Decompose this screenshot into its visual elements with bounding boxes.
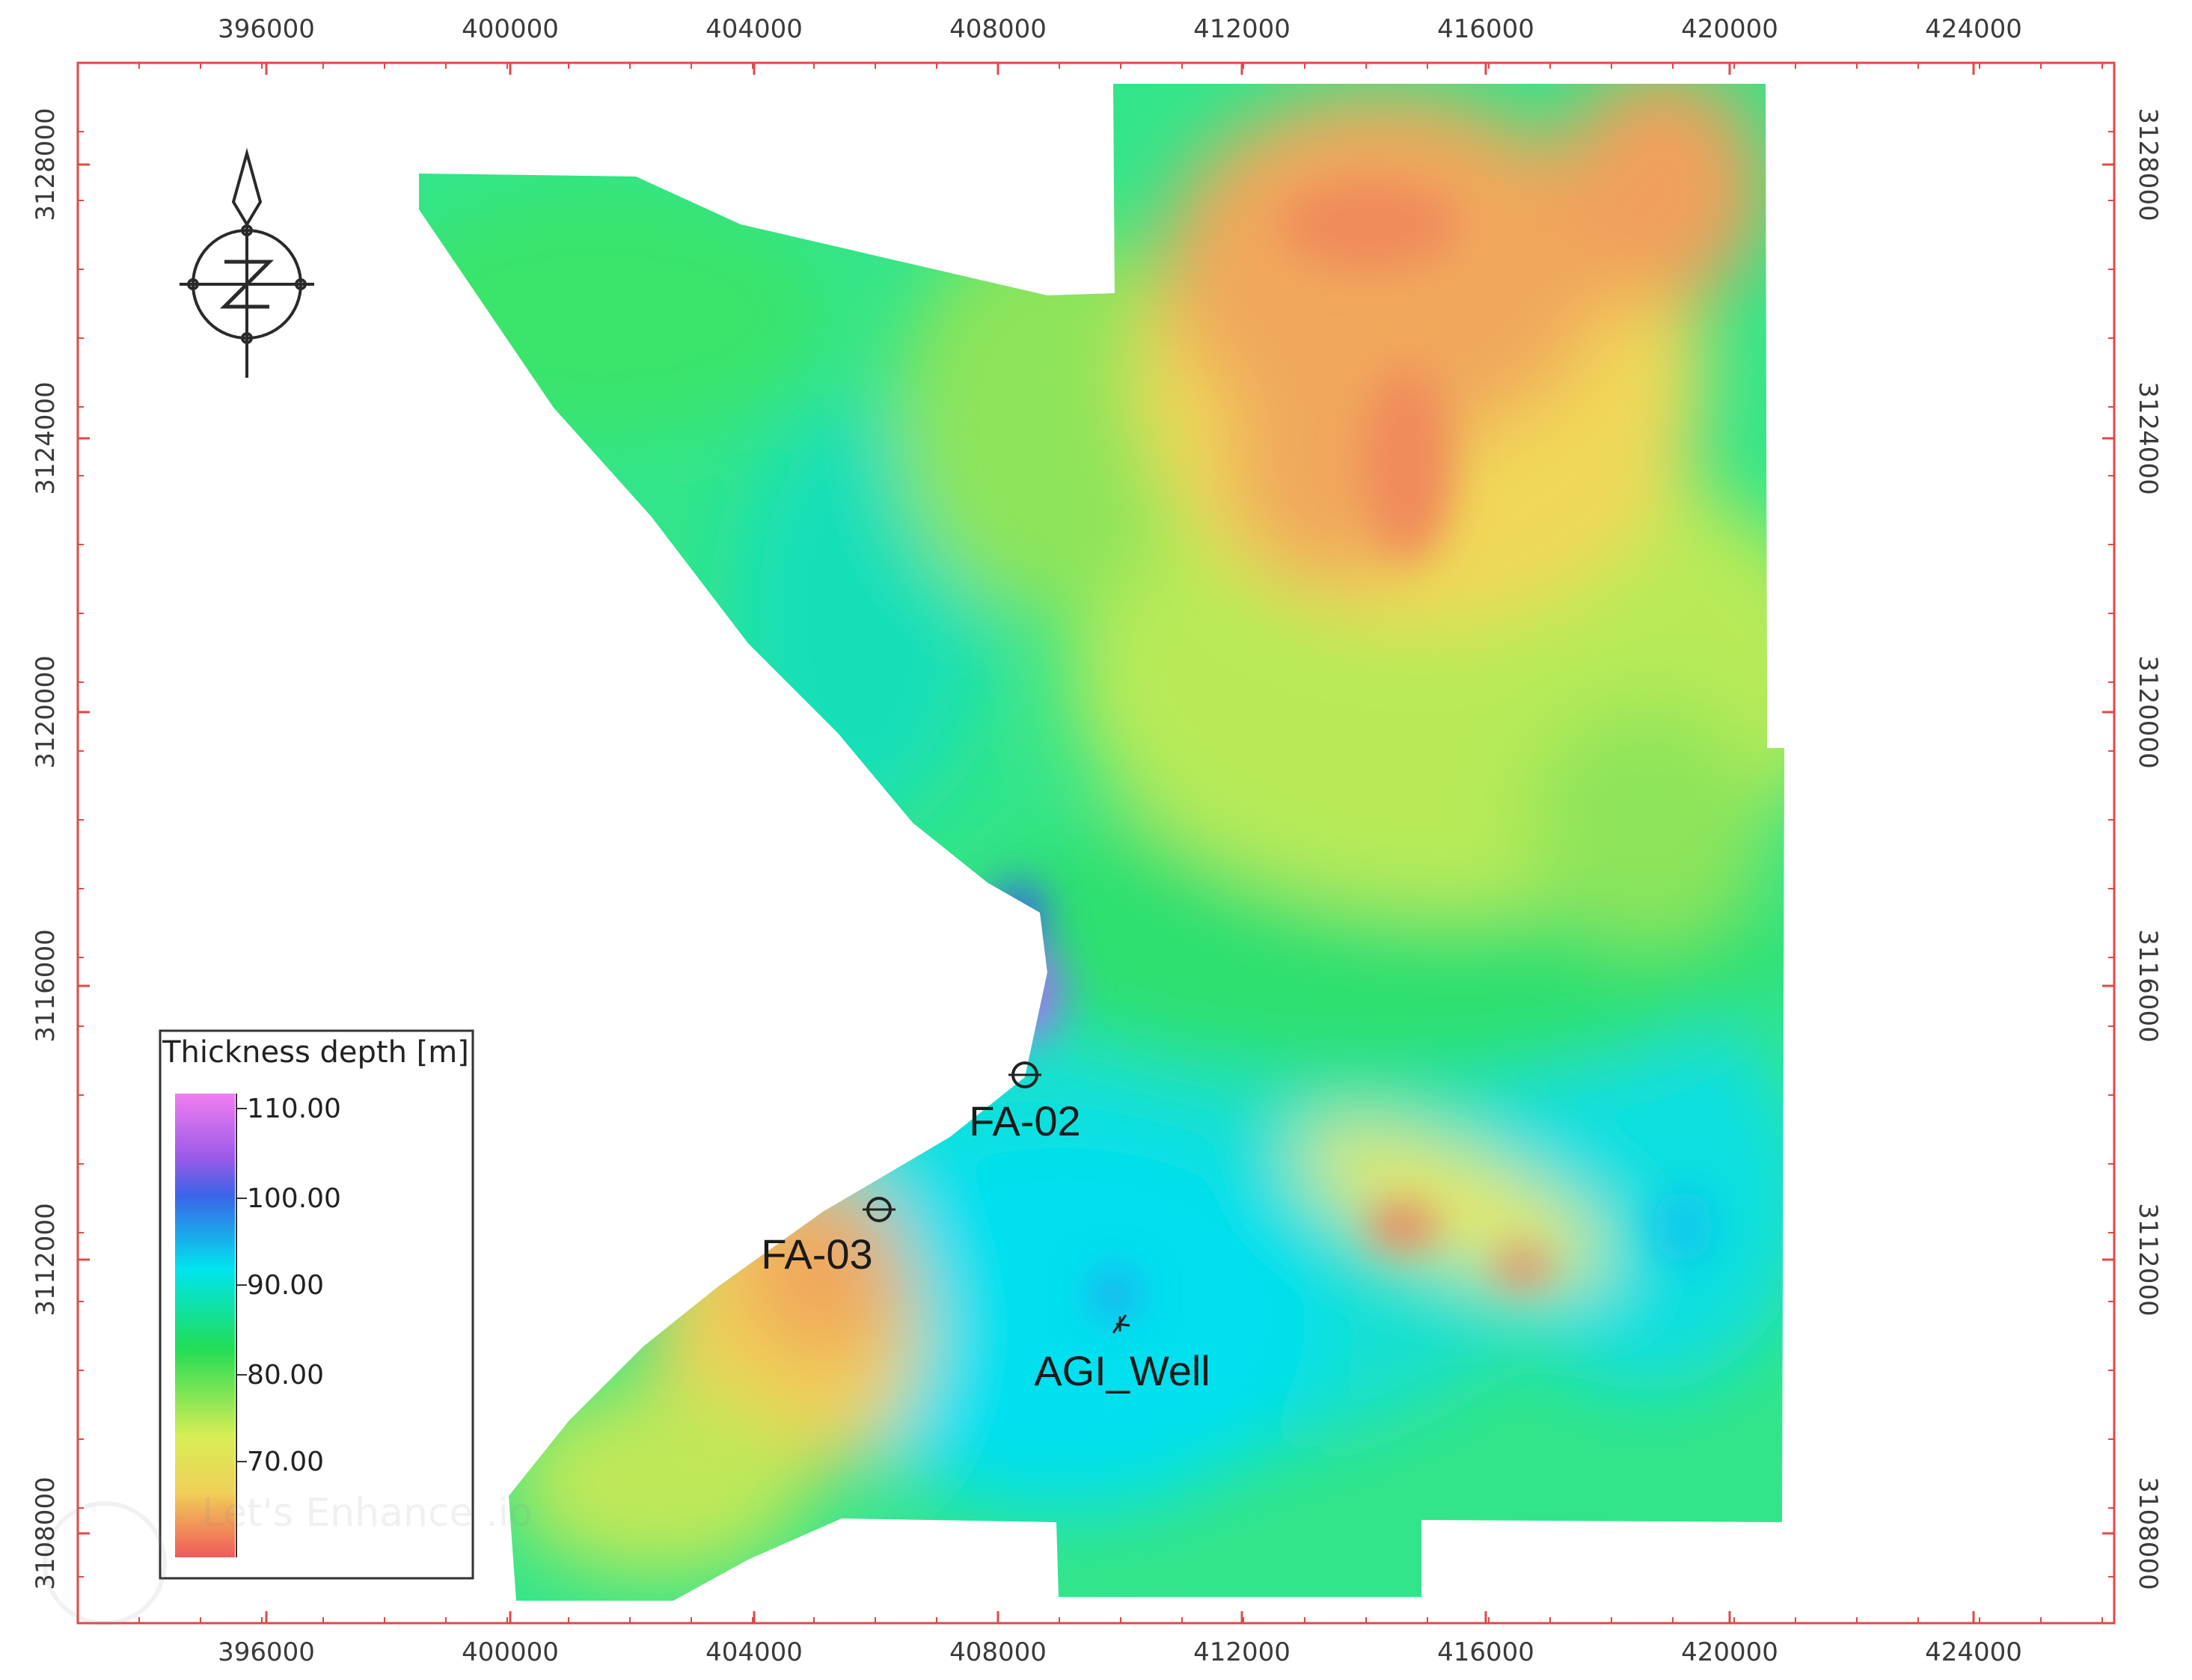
x-axis-bottom-labels: 396000 400000 404000 408000 412000 416000 4200… — [218, 1637, 2022, 1667]
y-tick-label: 3108000 — [2133, 1477, 2163, 1589]
legend-title: Thickness depth [m] — [162, 1035, 469, 1070]
y-tick-label: 3120000 — [2133, 655, 2163, 768]
x-tick-label: 404000 — [705, 14, 803, 44]
well-markers: FA-02 FA-03 AGI_Well — [761, 1061, 1210, 1394]
well-label-fa-02: FA-02 — [969, 1097, 1080, 1144]
x-tick-label: 424000 — [1925, 14, 2022, 44]
legend-label: 80.00 — [247, 1360, 324, 1391]
legend: Thickness depth [m] 110.00 100.00 90.00 … — [159, 1029, 474, 1580]
y-tick-label: 3128000 — [31, 108, 61, 221]
x-tick-label: 400000 — [462, 1637, 559, 1667]
legend-color-bar — [175, 1094, 235, 1557]
y-axis-left-labels: 3128000 3124000 3120000 3116000 3112000 31080… — [31, 108, 61, 1589]
x-axis-top-labels: 396000 400000 404000 408000 412000 416000 4200… — [218, 14, 2022, 44]
watermark-logo: Let's Enhance .io — [43, 1491, 533, 1625]
y-tick-label: 3108000 — [31, 1477, 61, 1589]
y-tick-label: 3120000 — [31, 655, 61, 768]
x-tick-label: 408000 — [949, 1637, 1047, 1667]
x-tick-label: 424000 — [1925, 1637, 2022, 1667]
x-tick-label: 420000 — [1681, 1637, 1778, 1667]
x-tick-label: 420000 — [1681, 14, 1778, 44]
y-tick-label: 3112000 — [31, 1203, 61, 1316]
well-marker-fa-03: FA-03 — [761, 1197, 896, 1278]
legend-tick-100: 100.00 — [236, 1183, 341, 1214]
y-tick-label: 3124000 — [2133, 381, 2163, 494]
x-tick-label: 416000 — [1437, 1637, 1534, 1667]
y-tick-label: 3112000 — [2133, 1203, 2163, 1316]
x-tick-label: 404000 — [705, 1637, 803, 1667]
well-marker-fa-02: FA-02 — [969, 1061, 1081, 1144]
legend-tick-110: 110.00 — [236, 1094, 341, 1124]
well-marker-agi-well: AGI_Well — [1034, 1314, 1210, 1394]
legend-label: 70.00 — [247, 1447, 324, 1477]
x-tick-label: 412000 — [1193, 14, 1291, 44]
legend-tick-70: 70.00 — [236, 1447, 324, 1477]
legend-tick-90: 90.00 — [236, 1270, 324, 1301]
x-tick-label: 400000 — [462, 14, 559, 44]
legend-tick-80: 80.00 — [236, 1360, 324, 1391]
y-axis-right-labels: 3128000 3124000 3120000 3116000 3112000 31080… — [2133, 108, 2163, 1589]
y-tick-label: 3116000 — [2133, 929, 2163, 1042]
watermark-text: Let's Enhance .io — [202, 1491, 533, 1536]
frame-ticks — [78, 63, 2114, 1623]
legend-label: 110.00 — [247, 1094, 341, 1124]
north-arrow-icon — [180, 147, 314, 378]
legend-label: 90.00 — [247, 1270, 324, 1301]
x-tick-label: 416000 — [1437, 14, 1534, 44]
x-tick-label: 412000 — [1193, 1637, 1291, 1667]
well-label-fa-03: FA-03 — [761, 1230, 872, 1278]
x-tick-label: 396000 — [218, 14, 315, 44]
y-tick-label: 3116000 — [31, 929, 61, 1042]
x-tick-label: 396000 — [218, 1637, 315, 1667]
y-tick-label: 3124000 — [31, 381, 61, 494]
map-frame — [76, 61, 2116, 1625]
legend-label: 100.00 — [247, 1183, 341, 1214]
well-label-agi-well: AGI_Well — [1034, 1347, 1210, 1394]
y-tick-label: 3128000 — [2133, 108, 2163, 221]
x-tick-label: 408000 — [949, 14, 1047, 44]
